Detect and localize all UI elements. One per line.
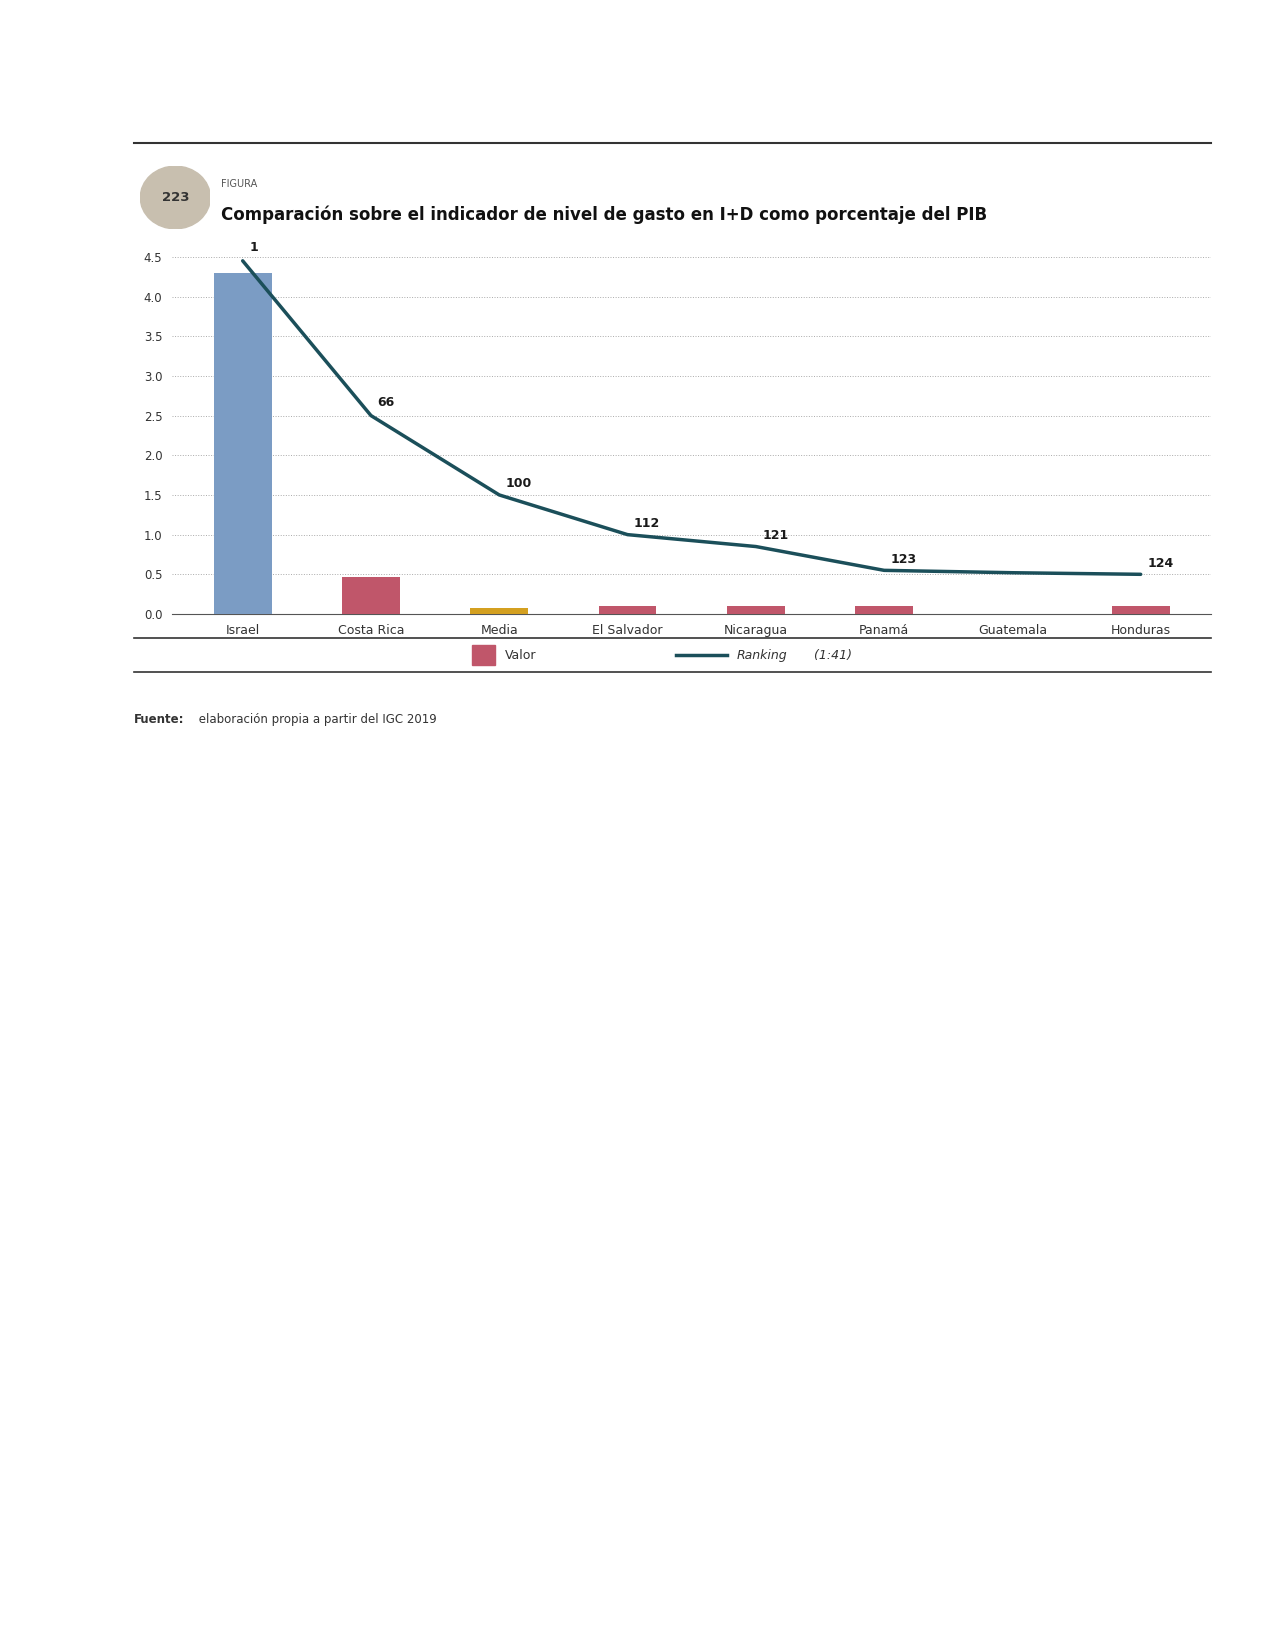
- Text: 112: 112: [634, 517, 660, 530]
- Bar: [214, 272, 272, 614]
- Text: Ranking: Ranking: [737, 649, 788, 662]
- Text: 124: 124: [1148, 558, 1173, 570]
- Text: elaboración propia a partir del IGC 2019: elaboración propia a partir del IGC 2019: [195, 713, 437, 726]
- Bar: [342, 576, 400, 614]
- Text: 66: 66: [377, 396, 395, 409]
- Text: 1: 1: [249, 241, 258, 254]
- Bar: [470, 608, 528, 614]
- Ellipse shape: [140, 167, 210, 229]
- Text: Comparación sobre el indicador de nivel de gasto en I+D como porcentaje del PIB: Comparación sobre el indicador de nivel …: [221, 206, 987, 225]
- Text: 223: 223: [162, 192, 189, 205]
- Text: 121: 121: [762, 528, 788, 542]
- Text: 123: 123: [890, 553, 917, 566]
- Bar: [856, 606, 913, 614]
- Bar: [727, 606, 784, 614]
- Bar: [1112, 606, 1169, 614]
- Bar: [599, 606, 657, 614]
- Text: Valor: Valor: [505, 649, 537, 662]
- Text: FIGURA: FIGURA: [221, 180, 256, 190]
- Text: 100: 100: [506, 477, 532, 490]
- Text: (1:41): (1:41): [810, 649, 852, 662]
- Text: Fuente:: Fuente:: [134, 713, 185, 726]
